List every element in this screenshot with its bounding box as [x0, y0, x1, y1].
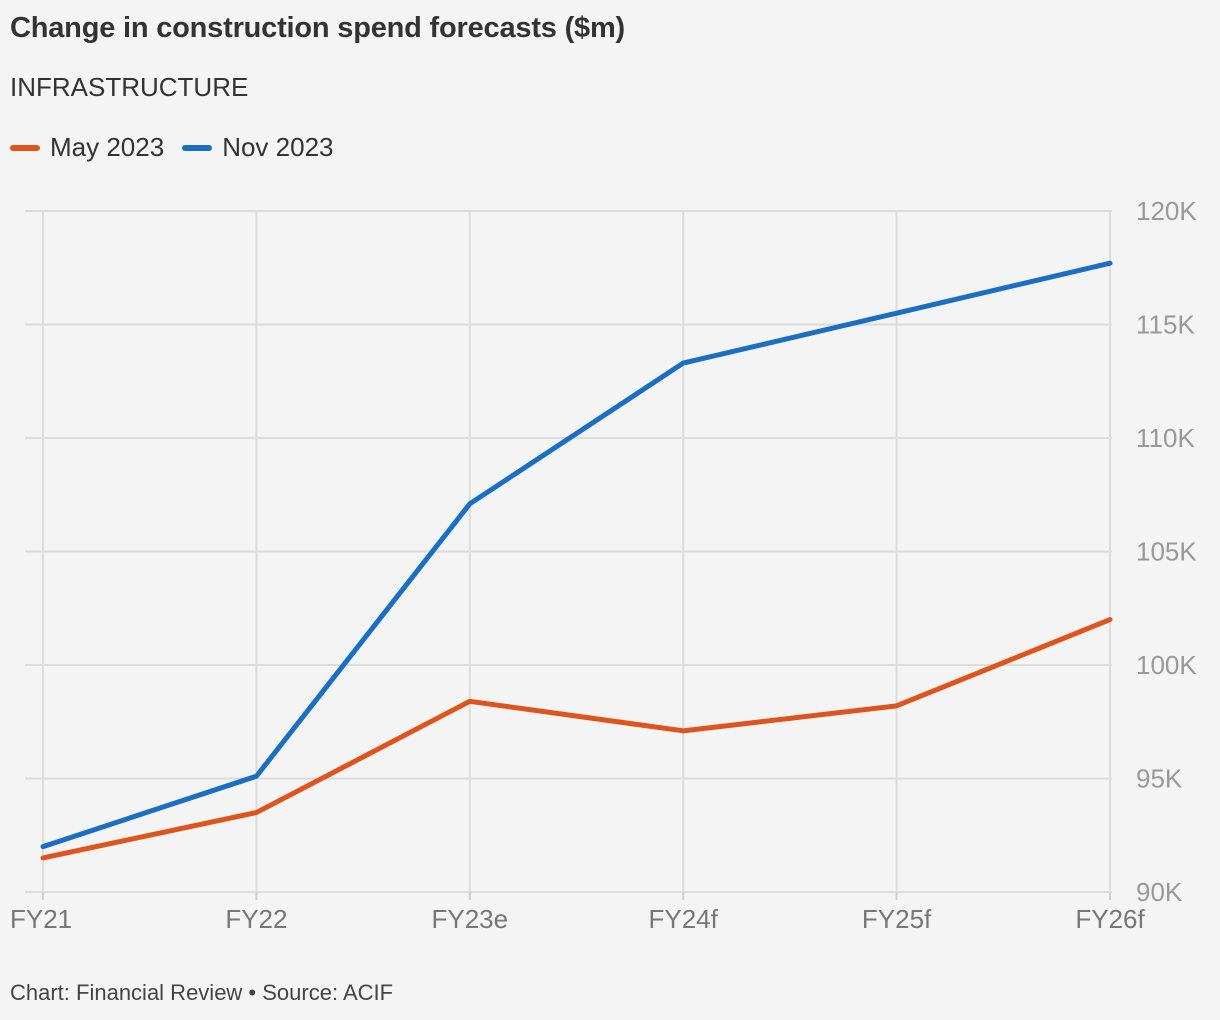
chart-subtitle: INFRASTRUCTURE	[10, 72, 249, 102]
legend-label-nov-2023: Nov 2023	[222, 132, 334, 162]
line-chart: 120K 115K 110K 105K 100K 95K 90K FY21 FY22 FY23e…	[10, 196, 1197, 934]
x-tick-label: FY26f	[1075, 904, 1145, 934]
x-tick-label: FY24f	[649, 904, 719, 934]
x-tick-label: FY21	[10, 904, 72, 934]
series-line-nov-2023	[40, 260, 1113, 850]
y-axis-tick-labels: 120K 115K 110K 105K 100K 95K 90K	[1136, 196, 1197, 907]
series-line-may-2023	[40, 617, 1113, 861]
x-tick-label: FY25f	[862, 904, 932, 934]
y-tick-label: 95K	[1136, 764, 1183, 794]
chart-title: Change in construction spend forecasts (…	[10, 12, 625, 44]
x-tick-label: FY22	[225, 904, 287, 934]
legend-label-may-2023: May 2023	[50, 132, 165, 162]
vertical-gridlines	[42, 211, 1111, 900]
x-tick-label: FY23e	[431, 904, 508, 934]
legend-item-may-2023: May 2023	[10, 132, 164, 163]
y-tick-label: 90K	[1136, 877, 1183, 907]
chart-source-footer: Chart: Financial Review • Source: ACIF	[10, 980, 394, 1005]
y-tick-label: 105K	[1136, 537, 1197, 567]
y-tick-label: 110K	[1136, 423, 1195, 453]
series-lines	[40, 260, 1113, 861]
horizontal-gridlines	[25, 210, 1112, 893]
legend: May 2023 Nov 2023	[10, 132, 352, 163]
legend-item-nov-2023: Nov 2023	[182, 132, 334, 163]
y-tick-label: 120K	[1136, 196, 1197, 226]
y-tick-label: 100K	[1136, 650, 1197, 680]
legend-swatch-nov-2023	[182, 144, 213, 151]
y-tick-label: 115K	[1136, 310, 1195, 340]
legend-swatch-may-2023	[10, 144, 40, 151]
x-axis-tick-labels: FY21 FY22 FY23e FY24f FY25f FY26f	[10, 904, 1145, 934]
